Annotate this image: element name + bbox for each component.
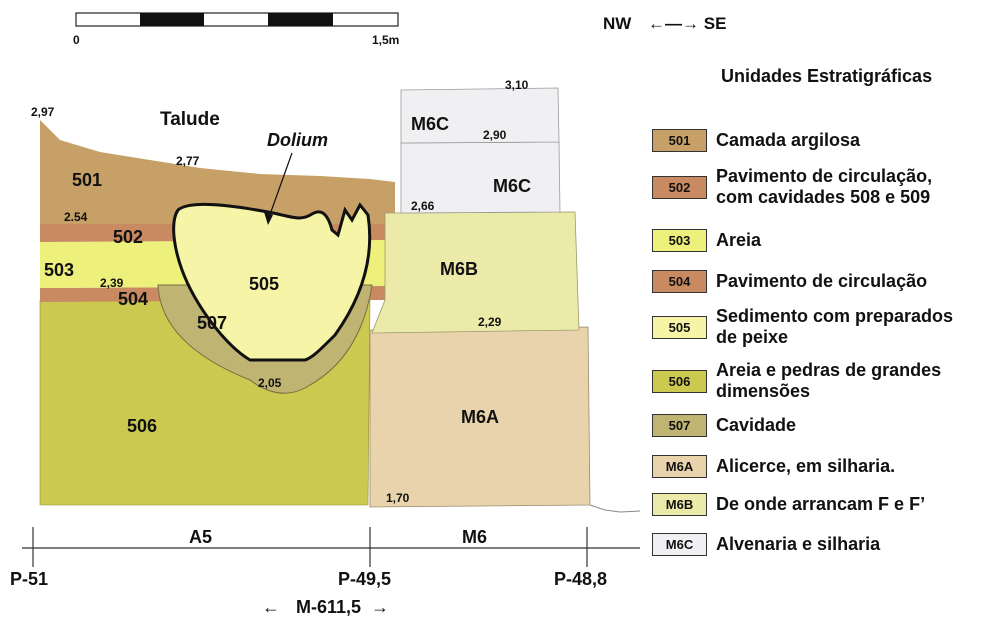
legend-item: M6C Alvenaria e silharia — [652, 533, 880, 556]
zone-a5-label: A5 — [189, 527, 212, 547]
elevation-239: 2,39 — [100, 276, 124, 290]
legend-text: Pavimento de circulação — [716, 271, 927, 292]
unit-502-label: 502 — [113, 227, 143, 247]
legend-text: De onde arrancam F e F’ — [716, 494, 925, 515]
axis-label-p495: P-49,5 — [338, 569, 391, 589]
legend-text-line: dimensões — [716, 381, 811, 401]
legend-text: Areia — [716, 230, 761, 251]
orientation-nw: NW — [603, 14, 632, 33]
legend-title: Unidades Estratigráficas — [721, 66, 933, 86]
legend-swatch: 502 — [652, 175, 707, 199]
legend-text-line: De onde arrancam F e F’ — [716, 494, 926, 514]
legend-text: Sedimento com preparados de peixe — [716, 306, 953, 348]
section-drawing: 0 1,5m NW Talude Dolium 501 502 503 504 … — [10, 12, 641, 617]
axis-label-m6115: M-611,5 — [296, 597, 361, 617]
legend-item: 504 Pavimento de circulação — [652, 270, 927, 293]
legend-swatch: 501 — [652, 129, 707, 152]
legend-item: M6A Alicerce, em silharia. — [652, 455, 895, 478]
legend-swatch: 505 — [652, 315, 707, 339]
legend-swatch: M6A — [652, 455, 707, 478]
unit-504-label: 504 — [118, 289, 148, 309]
legend-text-line: Pavimento de circulação, — [716, 166, 933, 186]
unit-506-label: 506 — [127, 416, 157, 436]
legend-item: 505 Sedimento com preparados de peixe — [652, 306, 953, 348]
wall-m6c-top — [400, 87, 560, 144]
orientation-arrow: ←—→ SE — [648, 14, 726, 34]
legend-swatch: 503 — [652, 229, 707, 252]
m6b-label: M6B — [440, 259, 478, 279]
legend-text: Areia e pedras de grandes dimensões — [716, 360, 941, 402]
legend-text-line: Camada argilosa — [716, 130, 861, 150]
elevation-310: 3,10 — [505, 78, 529, 92]
legend-item: 507 Cavidade — [652, 414, 796, 437]
axis-label-p488: P-48,8 — [554, 569, 607, 589]
axis-arrow-right: → — [371, 597, 389, 617]
legend-item: 502 Pavimento de circulação, com cavidades… — [652, 166, 932, 208]
scale-start-label: 0 — [73, 33, 80, 47]
legend-text: Pavimento de circulação, com cavidades 50… — [716, 166, 932, 208]
zone-m6-label: M6 — [462, 527, 487, 547]
dolium-pointer — [267, 152, 293, 221]
legend-text-line: de peixe — [716, 327, 789, 347]
elevation-290: 2,90 — [483, 128, 507, 142]
legend-text-line: Pavimento de circulação — [716, 271, 928, 291]
unit-501-layer — [40, 120, 395, 224]
elevation-170: 1,70 — [386, 491, 410, 505]
legend-text: Camada argilosa — [716, 130, 860, 151]
legend-item: M6B De onde arrancam F e F’ — [652, 493, 925, 516]
legend-text: Alicerce, em silharia. — [716, 456, 895, 477]
legend-text-line: Areia — [716, 230, 762, 250]
legend-text-line: com cavidades 508 e 509 — [716, 187, 931, 207]
dolium-label: Dolium — [267, 130, 328, 150]
legend-swatch: 506 — [652, 369, 707, 393]
ground-line-right — [589, 504, 641, 513]
legend-text: Cavidade — [716, 415, 796, 436]
elevation-297: 2,97 — [31, 105, 55, 119]
legend-text-line: Sedimento com preparados — [716, 306, 954, 326]
m6a-label: M6A — [461, 407, 499, 427]
legend-swatch: 504 — [652, 270, 707, 293]
legend-swatch: M6C — [652, 533, 707, 556]
elevation-266: 2,66 — [411, 199, 435, 213]
legend-text-line: Areia e pedras de grandes — [716, 360, 942, 380]
legend-item: 503 Areia — [652, 229, 761, 252]
legend-text-line: Alicerce, em silharia. — [716, 456, 896, 476]
legend-item: 501 Camada argilosa — [652, 129, 860, 152]
legend-text-line: Alvenaria e silharia — [716, 534, 881, 554]
elevation-205: 2,05 — [258, 376, 282, 390]
unit-507-label: 507 — [197, 313, 227, 333]
scale-bar — [75, 12, 399, 27]
talude-label: Talude — [160, 109, 220, 130]
legend-text: Alvenaria e silharia — [716, 534, 880, 555]
legend-text-line: Cavidade — [716, 415, 797, 435]
elevation-229: 2,29 — [478, 315, 502, 329]
unit-501-label: 501 — [72, 170, 102, 190]
m6c-top-label: M6C — [411, 114, 449, 134]
axis-label-p51: P-51 — [10, 569, 48, 589]
scale-end-label: 1,5m — [372, 33, 399, 47]
orientation-se: SE — [703, 14, 727, 33]
legend-item: 506 Areia e pedras de grandes dimensões — [652, 360, 941, 402]
axis-arrow-left: ← — [262, 597, 280, 617]
legend: Unidades Estratigráficas 501 Camada argil… — [652, 0, 1008, 623]
unit-505-label: 505 — [249, 274, 279, 294]
legend-swatch: M6B — [652, 493, 707, 516]
legend-swatch: 507 — [652, 414, 707, 437]
elevation-254: 2.54 — [64, 210, 88, 224]
unit-503-label: 503 — [44, 260, 74, 280]
elevation-277: 2,77 — [176, 154, 200, 168]
unit-505-dolium — [172, 202, 372, 362]
dolium-pointer-head — [264, 212, 273, 225]
m6c-mid-label: M6C — [493, 176, 531, 196]
orientation-arrow-glyph: ←—→ — [648, 14, 699, 33]
